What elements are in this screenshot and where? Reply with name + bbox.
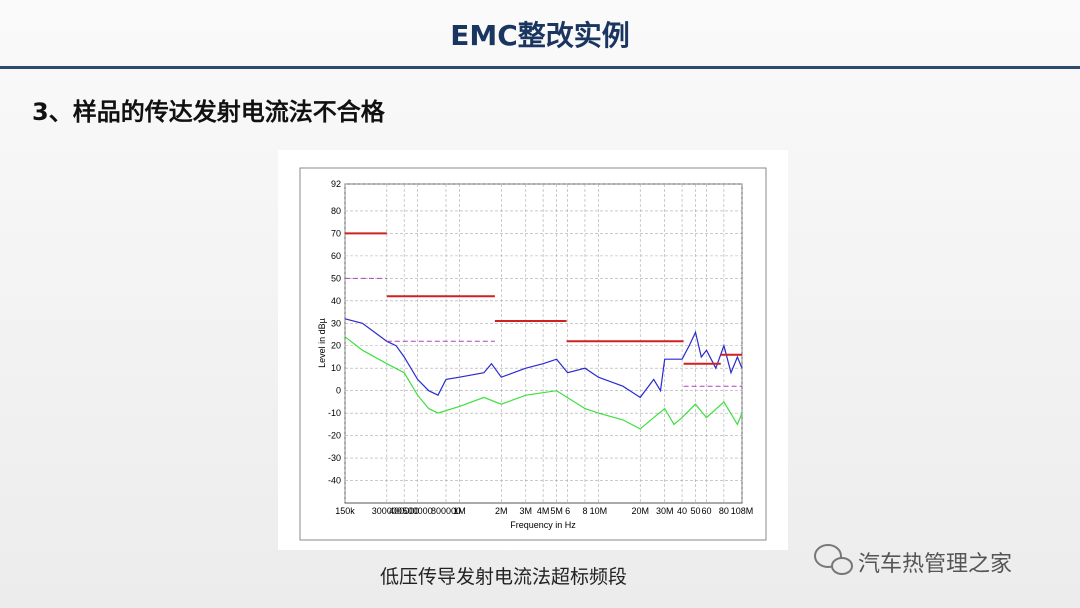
x-tick-label: 500000 <box>403 506 433 516</box>
header-title: EMC整改实例 <box>0 0 1080 69</box>
caption: 低压传导发射电流法超标频段 <box>380 566 628 588</box>
series-line <box>345 277 742 387</box>
y-tick-label: -10 <box>328 408 341 418</box>
subtitle: 3、样品的传达发射电流法不合格 <box>32 98 385 126</box>
watermark: 汽车热管理之家 <box>858 552 1013 577</box>
series-line <box>344 336 743 430</box>
x-tick-label: 3M <box>520 506 533 516</box>
x-tick-label: 6 <box>565 506 570 516</box>
x-tick-label: 40 <box>677 506 687 516</box>
x-axis-label: Frequency in Hz <box>510 520 576 530</box>
y-tick-label: 0 <box>336 386 341 396</box>
series-line <box>344 318 743 399</box>
wechat-icon <box>814 544 853 575</box>
x-tick-label: 800000 <box>431 506 461 516</box>
y-tick-label: 50 <box>331 273 341 283</box>
x-tick-label: 60 <box>702 506 712 516</box>
x-tick-label: 300000 <box>372 506 402 516</box>
x-tick-label: 400000 <box>389 506 419 516</box>
x-tick-label: 1M <box>453 506 466 516</box>
x-tick-label: 20M <box>631 506 649 516</box>
chart-frame <box>299 167 767 541</box>
y-tick-label: 20 <box>331 341 341 351</box>
y-tick-label: -40 <box>328 476 341 486</box>
x-tick-label: 5M <box>550 506 563 516</box>
plot-area <box>344 183 743 504</box>
x-tick-label: 108M <box>731 506 754 516</box>
x-tick-label: 2M <box>495 506 508 516</box>
y-tick-label: 30 <box>331 318 341 328</box>
x-tick-label: 30M <box>656 506 674 516</box>
y-tick-label: 60 <box>331 251 341 261</box>
y-tick-label: 70 <box>331 228 341 238</box>
y-tick-label: -20 <box>328 431 341 441</box>
y-tick-label: 40 <box>331 296 341 306</box>
x-tick-label: 150k <box>335 506 355 516</box>
y-axis-label: Level in dBµ <box>317 318 327 368</box>
x-tick-label: 10M <box>590 506 608 516</box>
y-tick-label: 10 <box>331 363 341 373</box>
y-tick-label: 92 <box>331 179 341 189</box>
series-line <box>345 232 742 365</box>
y-tick-label: -30 <box>328 453 341 463</box>
x-tick-label: 8 <box>582 506 587 516</box>
x-tick-label: 80 <box>719 506 729 516</box>
x-tick-label: 4M <box>537 506 550 516</box>
x-tick-label: 50 <box>691 506 701 516</box>
y-tick-label: 80 <box>331 206 341 216</box>
